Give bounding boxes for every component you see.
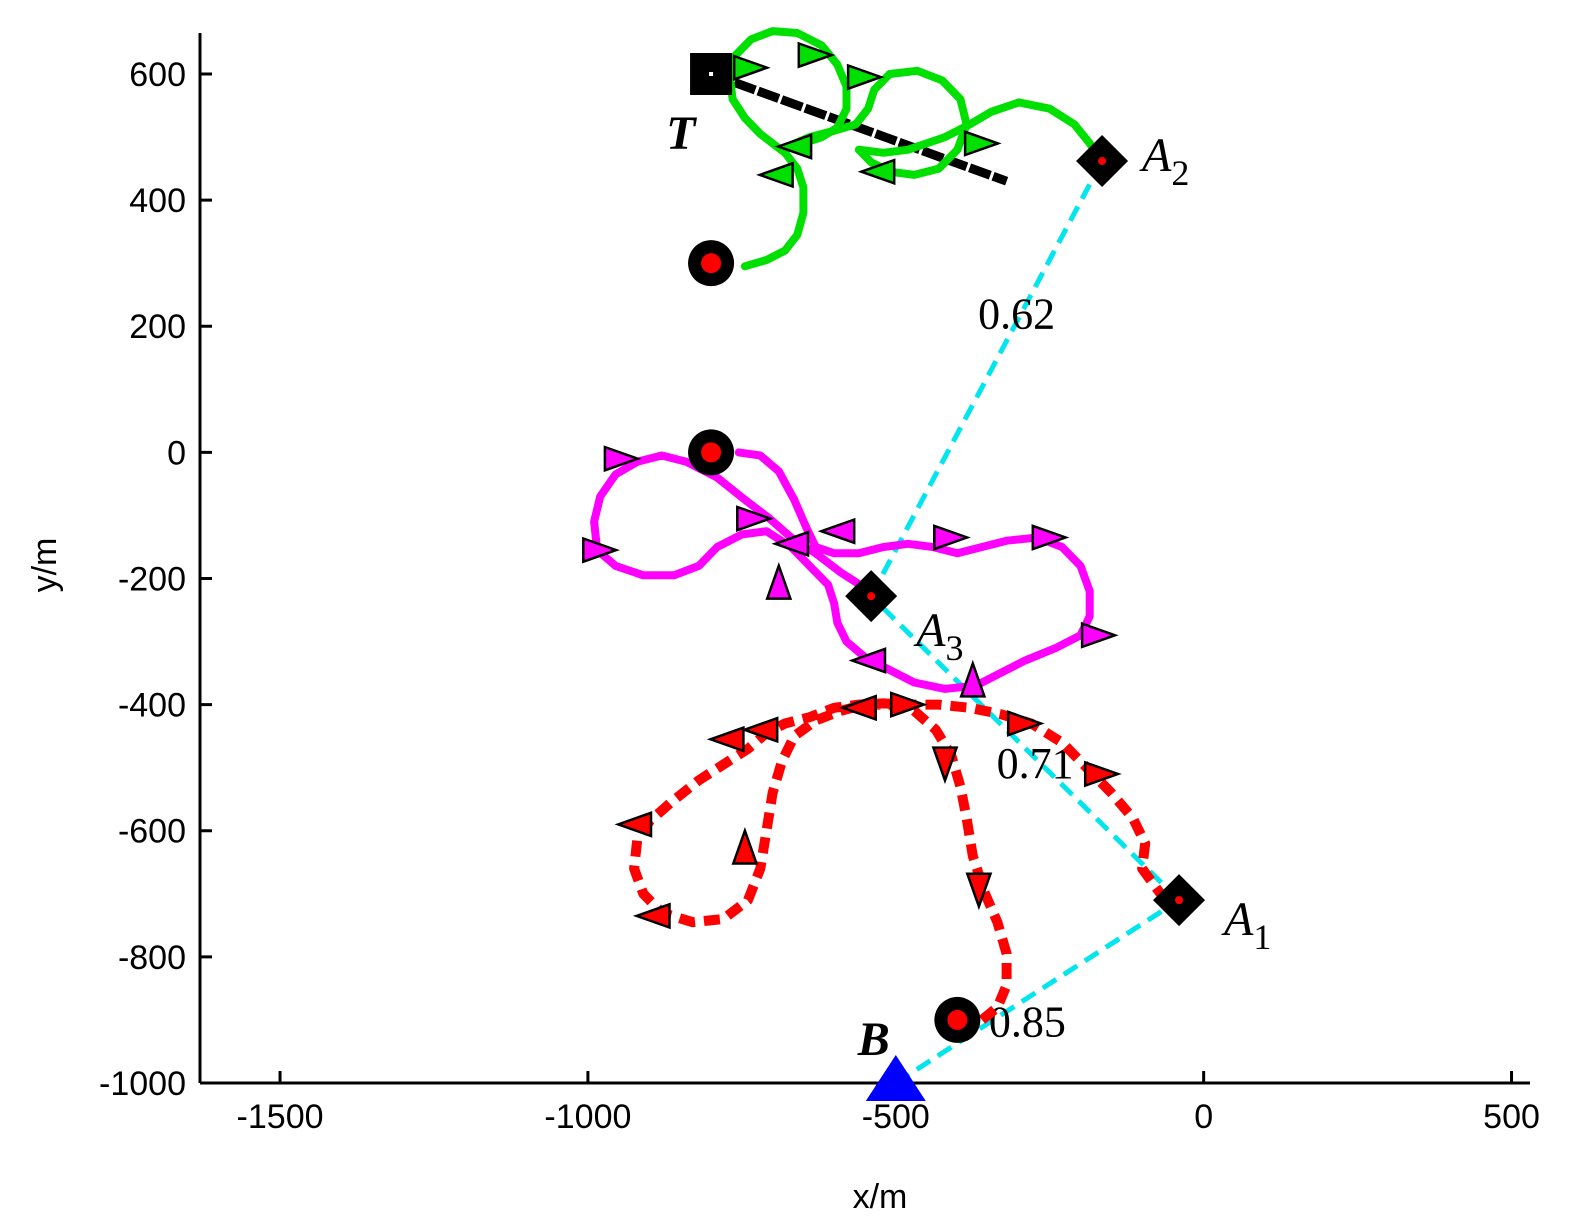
target-line <box>709 69 1009 186</box>
trajectory-2-arrow-9 <box>848 647 887 674</box>
y-tick-label-7: 400 <box>129 182 186 220</box>
trajectory-2-arrow-10 <box>765 562 793 600</box>
trajectories <box>582 27 1165 1024</box>
trajectory-3-arrow-4 <box>740 716 779 744</box>
anchor-label-2: A2 <box>1139 129 1189 193</box>
y-tick-label-4: -200 <box>118 560 186 598</box>
trajectory-1-arrow-5 <box>774 133 813 160</box>
trajectory-2-arrow-1 <box>603 445 642 473</box>
anchor-core-3 <box>867 592 876 601</box>
trajectory-2-arrow-6 <box>736 505 774 532</box>
trajectory-3-arrow-2 <box>632 902 671 930</box>
anchor-core-2 <box>1098 157 1107 166</box>
anchor-label-3: A3 <box>913 604 963 668</box>
trajectory-1-arrow-2 <box>797 41 836 69</box>
trajectory-3-arrow-8 <box>889 691 928 718</box>
trajectory-2-arrow-8 <box>817 517 856 545</box>
trajectory-2-arrow-4 <box>1031 524 1070 551</box>
link-label-3: 0.62 <box>978 290 1055 339</box>
trajectory-3-arrow-10 <box>965 872 993 911</box>
trajectory-1-arrow-3 <box>846 63 885 91</box>
trajectory-1 <box>725 27 1107 271</box>
trajectory-2-arrow-5 <box>1080 621 1119 649</box>
trajectory-3-arrow-7 <box>1083 760 1122 788</box>
start-point-core-3 <box>947 1009 968 1030</box>
start-point-core-2 <box>701 442 722 463</box>
x-tick-label-2: -500 <box>862 1098 930 1136</box>
anchor-label-1: A1 <box>1221 893 1271 957</box>
trajectory-3-arrow-5 <box>839 694 877 722</box>
target-label: T <box>666 107 697 160</box>
trajectory-2-arrow-3 <box>933 524 971 551</box>
x-tick-label-0: -1500 <box>237 1098 324 1136</box>
anchor-label-sub-2: 2 <box>1171 153 1189 193</box>
trajectory-1-arrow-1 <box>732 54 771 82</box>
trajectory-3-arrow-1 <box>614 811 653 838</box>
trajectory-3-arrow-11 <box>731 826 759 865</box>
y-tick-label-3: -400 <box>118 687 186 725</box>
axes: -1500 -1000 -500 0 500 -1000 -800 -600 -400 -200 0… <box>99 33 1540 1136</box>
trajectory-2 <box>590 448 1094 693</box>
link-line-1 <box>894 898 1181 1086</box>
trajectory-3-arrow-9 <box>931 746 959 785</box>
trajectory-1-arrow-6 <box>756 161 794 189</box>
trajectory-2-arrow-2 <box>582 536 620 564</box>
y-tick-label-1: -800 <box>118 939 186 977</box>
start-point-core-1 <box>701 253 722 274</box>
trajectory-2-arrow-7 <box>771 530 810 558</box>
base-marker <box>865 1055 926 1101</box>
x-tick-label-4: 500 <box>1483 1098 1540 1136</box>
x-tick-label-3: 0 <box>1194 1098 1213 1136</box>
y-tick-label-6: 200 <box>129 308 186 346</box>
trajectory-1-arrow-4 <box>963 130 1002 157</box>
trajectory-3 <box>629 698 1165 1024</box>
link-label-1: 0.85 <box>989 998 1066 1047</box>
y-axis-label: y/m <box>26 538 64 593</box>
trajectory-2-arrow-11 <box>959 659 987 698</box>
link-lines: 0.85 0.71 0.62 <box>868 159 1181 1086</box>
y-tick-label-0: -1000 <box>99 1065 186 1103</box>
trajectory-3-arrow-3 <box>706 725 745 753</box>
link-line-3 <box>868 159 1105 598</box>
y-tick-label-5: 0 <box>167 434 186 472</box>
y-tick-label-2: -600 <box>118 813 186 851</box>
link-label-2: 0.71 <box>997 739 1074 788</box>
base-label: B <box>857 1013 890 1066</box>
markers: A1 A2 A3 T B <box>666 52 1271 1101</box>
trajectory-1-arrow-7 <box>857 158 896 186</box>
target-marker-dot <box>709 71 714 76</box>
link-line-2 <box>869 594 1181 902</box>
anchor-label-sub-3: 3 <box>945 628 963 668</box>
trajectory-3-arrow-6 <box>1006 710 1045 737</box>
anchor-label-sub-1: 1 <box>1253 917 1271 957</box>
x-axis-label: x/m <box>853 1178 908 1216</box>
x-tick-label-1: -1000 <box>544 1098 631 1136</box>
y-tick-label-8: 600 <box>129 56 186 94</box>
anchor-core-1 <box>1175 896 1184 905</box>
